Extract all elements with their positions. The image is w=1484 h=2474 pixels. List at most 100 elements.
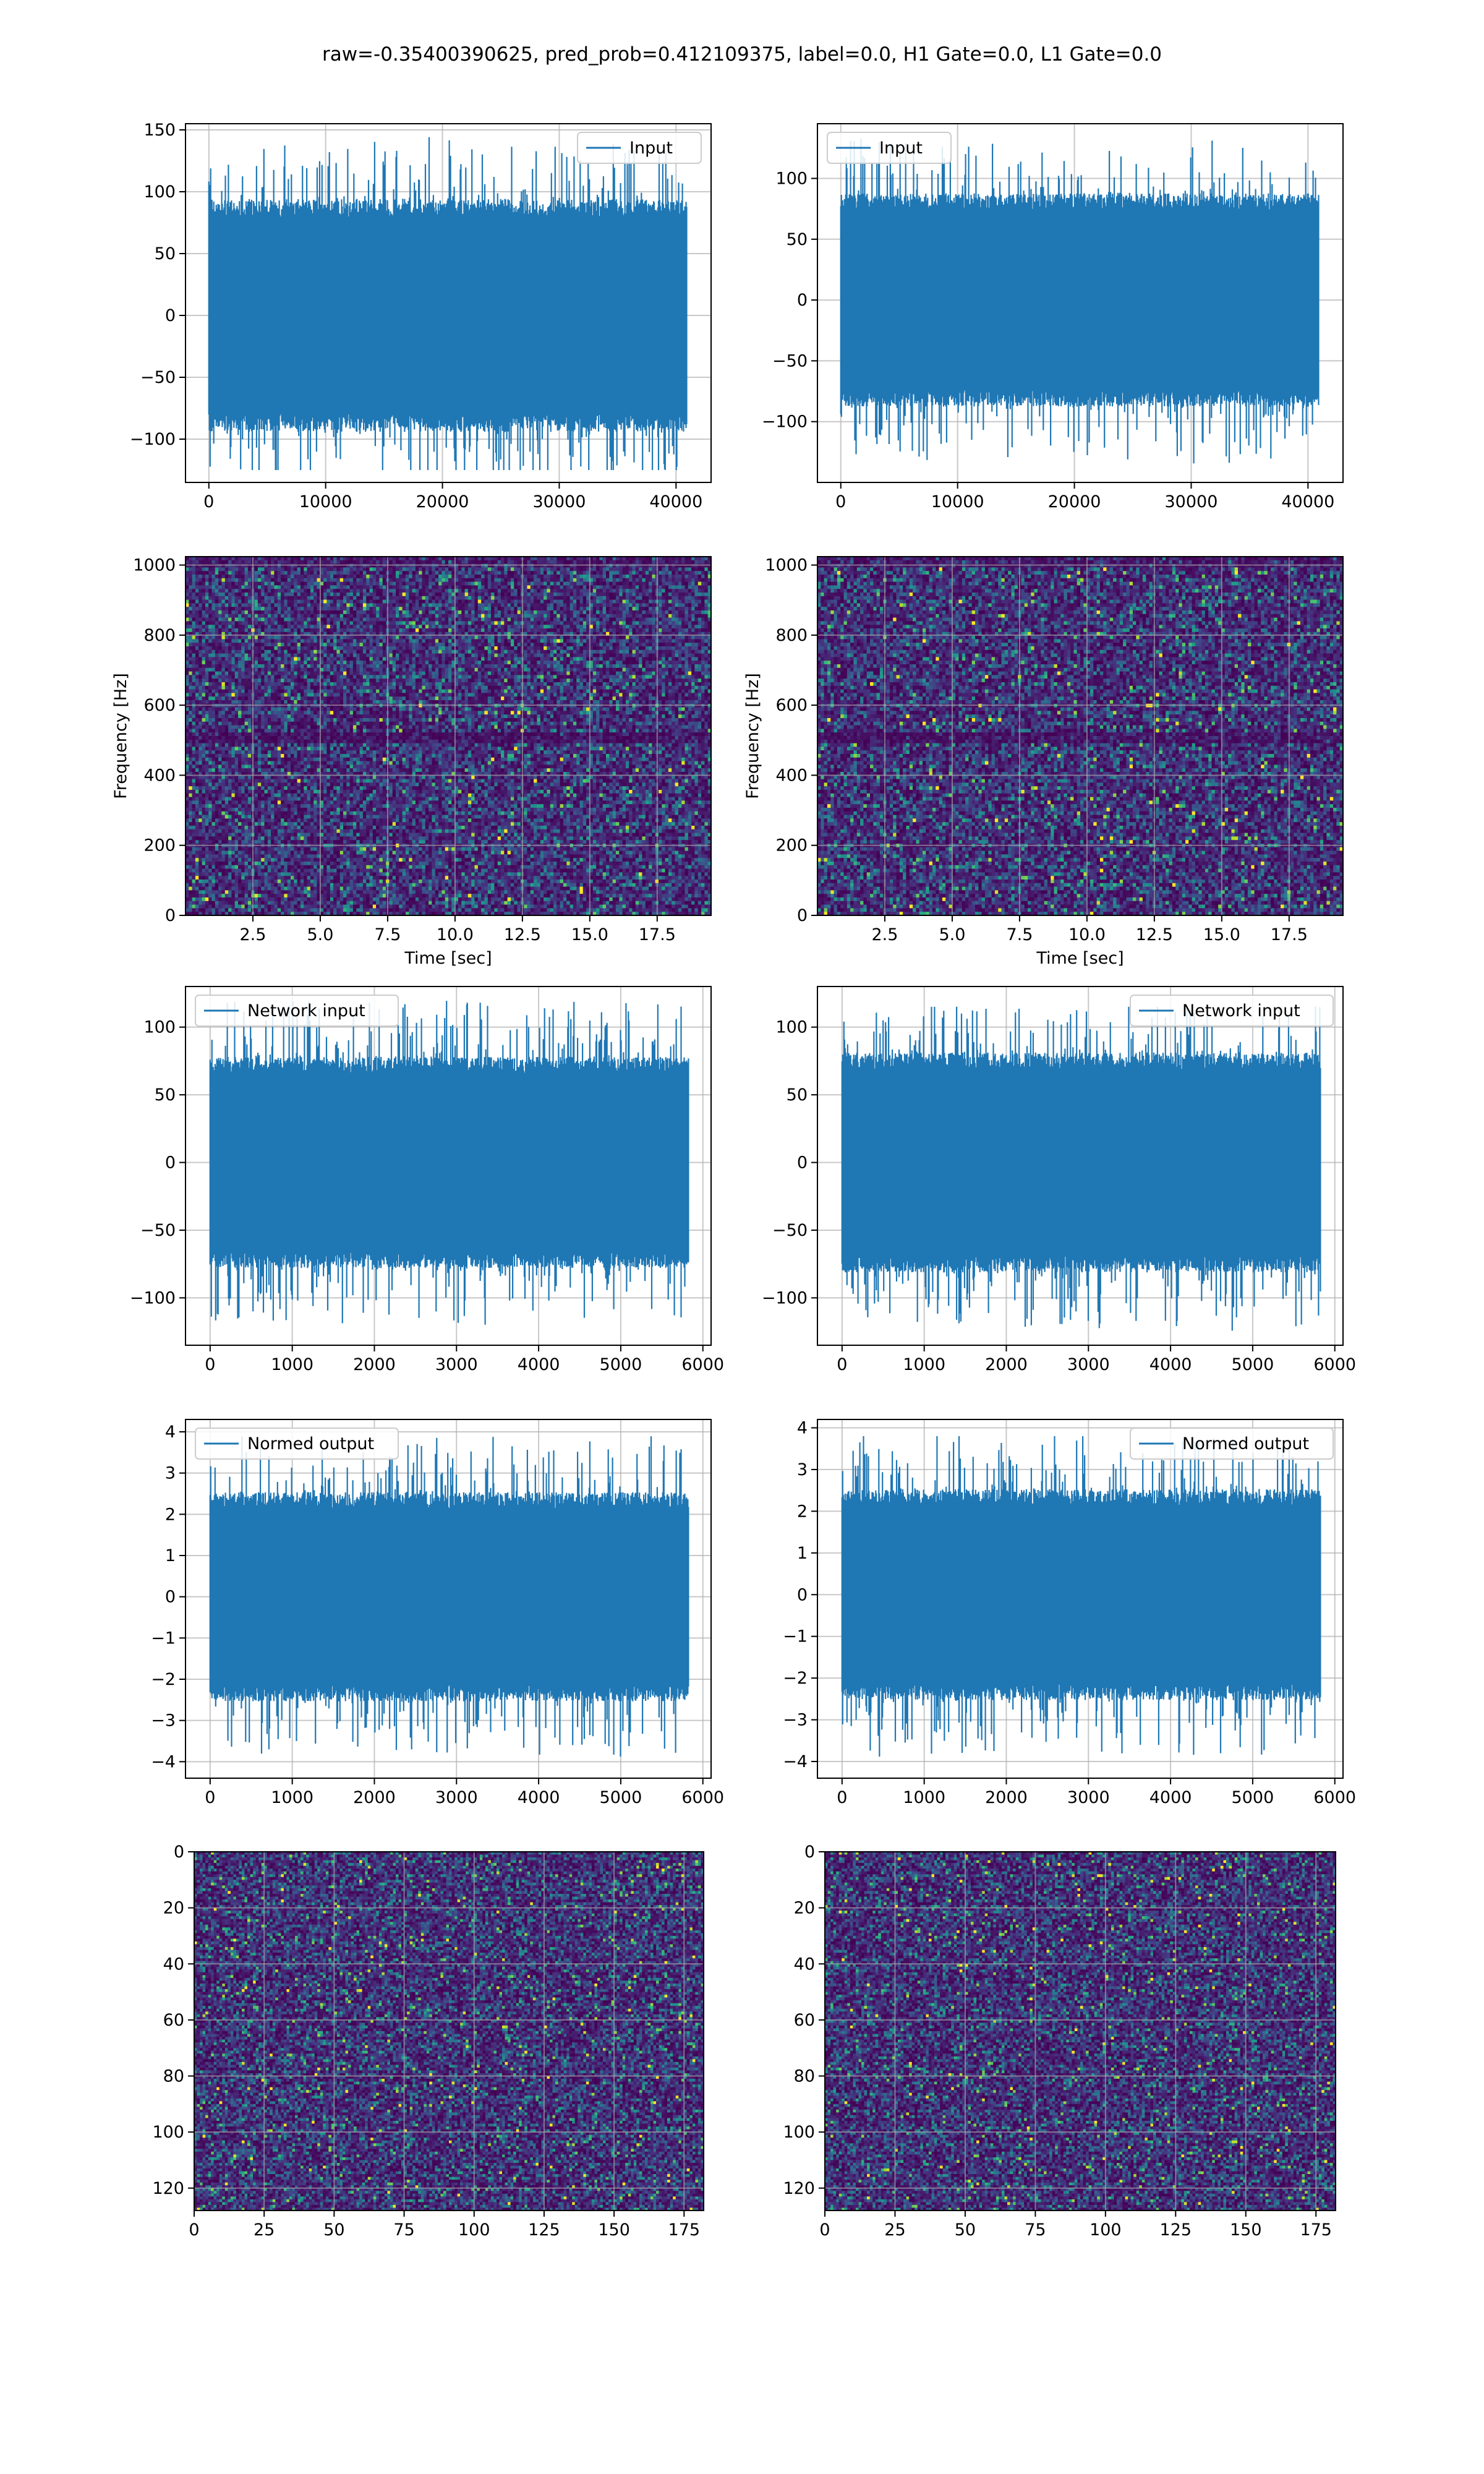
h1-spectrogram-cell (518, 575, 521, 578)
h1-spectrogram-cell (672, 621, 675, 625)
h1-spectrogram-cell (504, 567, 508, 571)
h1-spectrogram-cell (662, 646, 665, 650)
h1-spectrogram-cell (652, 582, 655, 586)
h1-spectrogram-cell (556, 628, 560, 632)
h1-spectrogram-cell (297, 625, 301, 628)
h1-spectrogram-cell (205, 625, 209, 628)
h1-spectrogram-cell (419, 654, 422, 657)
h1-spectrogram-cell (494, 593, 498, 596)
h1-spectrogram-cell (294, 578, 297, 582)
h1-spectrogram-cell (461, 643, 465, 646)
h1-spectrogram-cell (438, 618, 442, 622)
h1-spectrogram-cell (596, 585, 600, 589)
h1-spectrogram-cell (524, 607, 527, 610)
h1-spectrogram-cell (504, 607, 508, 610)
h1-spectrogram-cell (323, 610, 327, 614)
h1-spectrogram-cell (563, 618, 567, 622)
h1-spectrogram-cell (688, 564, 692, 568)
h1-spectrogram-cell (576, 643, 580, 646)
h1-spectrogram-cell (228, 628, 232, 632)
h1-spectrogram-cell (238, 654, 242, 657)
h1-spectrogram-cell (691, 614, 695, 618)
h1-spectrogram-cell (518, 614, 521, 618)
h1-spectrogram-cell (281, 646, 284, 650)
h1-spectrogram-cell (284, 567, 288, 571)
h1-spectrogram-cell (271, 589, 275, 593)
h1-spectrogram-cell (389, 575, 393, 578)
h1-spectrogram-cell (225, 585, 229, 589)
h1-spectrogram-cell (570, 628, 574, 632)
h1-spectrogram-cell (580, 564, 584, 568)
h1-spectrogram-cell (583, 575, 587, 578)
h1-spectrogram-cell (208, 618, 212, 622)
h1-spectrogram-cell (688, 628, 692, 632)
h1-spectrogram-cell (629, 643, 633, 646)
h1-spectrogram-cell (556, 636, 560, 640)
h1-spectrogram-cell (215, 654, 219, 657)
h1-spectrogram-cell (238, 582, 242, 586)
h1-spectrogram-cell (192, 657, 196, 661)
h1-spectrogram-cell (379, 636, 383, 640)
h1-spectrogram-cell (606, 636, 610, 640)
h1-spectrogram-cell (691, 596, 695, 600)
h1-spectrogram-cell (363, 643, 367, 646)
h1-spectrogram-cell (649, 657, 652, 661)
h1-spectrogram-cell (531, 607, 534, 610)
h1-spectrogram-cell (399, 661, 403, 664)
h1-spectrogram-cell (475, 596, 479, 600)
h1-spectrogram-cell (231, 618, 235, 622)
h1-spectrogram-cell (248, 661, 252, 664)
h1-spectrogram-cell (633, 618, 636, 622)
h1-spectrogram-cell (435, 614, 439, 618)
h1-spectrogram-cell (255, 603, 258, 607)
h1-spectrogram-cell (307, 636, 311, 640)
h1-spectrogram-cell (560, 618, 564, 622)
h1-spectrogram-cell (366, 650, 370, 654)
h1-spectrogram-cell (294, 614, 297, 618)
h1-spectrogram-cell (603, 614, 607, 618)
h1-spectrogram-cell (678, 610, 682, 614)
h1-spectrogram-cell (261, 628, 265, 632)
h1-spectrogram-cell (432, 596, 435, 600)
h1-spectrogram-cell (553, 628, 557, 632)
h1-spectrogram-cell (258, 610, 262, 614)
h1-spectrogram-cell (675, 646, 679, 650)
h1-spectrogram-cell (461, 639, 465, 643)
h1-spectrogram-cell (284, 603, 288, 607)
h1-spectrogram-cell (412, 589, 416, 593)
h1-spectrogram-cell (366, 589, 370, 593)
h1-spectrogram-cell (636, 596, 639, 600)
h1-spectrogram-cell (238, 650, 242, 654)
h1-spectrogram-cell (691, 657, 695, 661)
h1-spectrogram-cell (639, 610, 642, 614)
h1-spectrogram-cell (288, 628, 291, 632)
h1-spectrogram-cell (547, 646, 550, 650)
h1-spectrogram-cell (540, 657, 544, 661)
h1-spectrogram-cell (491, 578, 495, 582)
h1-spectrogram-cell (393, 593, 396, 596)
h1-spectrogram-cell (599, 607, 603, 610)
h1-spectrogram-cell (678, 654, 682, 657)
h1-spectrogram-cell (488, 603, 492, 607)
h1-spectrogram-cell (363, 564, 367, 568)
h1-spectrogram-cell (704, 618, 708, 622)
h1-spectrogram-cell (478, 643, 482, 646)
h1-spectrogram-cell (235, 593, 239, 596)
h1-spectrogram-cell (609, 560, 613, 564)
h1-spectrogram-cell (307, 646, 311, 650)
h1-spectrogram-cell (481, 661, 485, 664)
h1-spectrogram-cell (356, 646, 360, 650)
h1-spectrogram-cell (221, 618, 225, 622)
h1-spectrogram-cell (360, 646, 364, 650)
h1-spectrogram-cell (461, 560, 465, 564)
h1-spectrogram-cell (278, 571, 281, 575)
h1-spectrogram-cell (583, 657, 587, 661)
h1-spectrogram-cell (261, 621, 265, 625)
h1-spectrogram-cell (389, 654, 393, 657)
h1-spectrogram-cell (694, 614, 698, 618)
h1-spectrogram-cell (323, 585, 327, 589)
h1-spectrogram-cell (563, 625, 567, 628)
h1-spectrogram-cell (383, 657, 386, 661)
h1-spectrogram-cell (675, 589, 679, 593)
h1-spectrogram-cell (291, 560, 294, 564)
